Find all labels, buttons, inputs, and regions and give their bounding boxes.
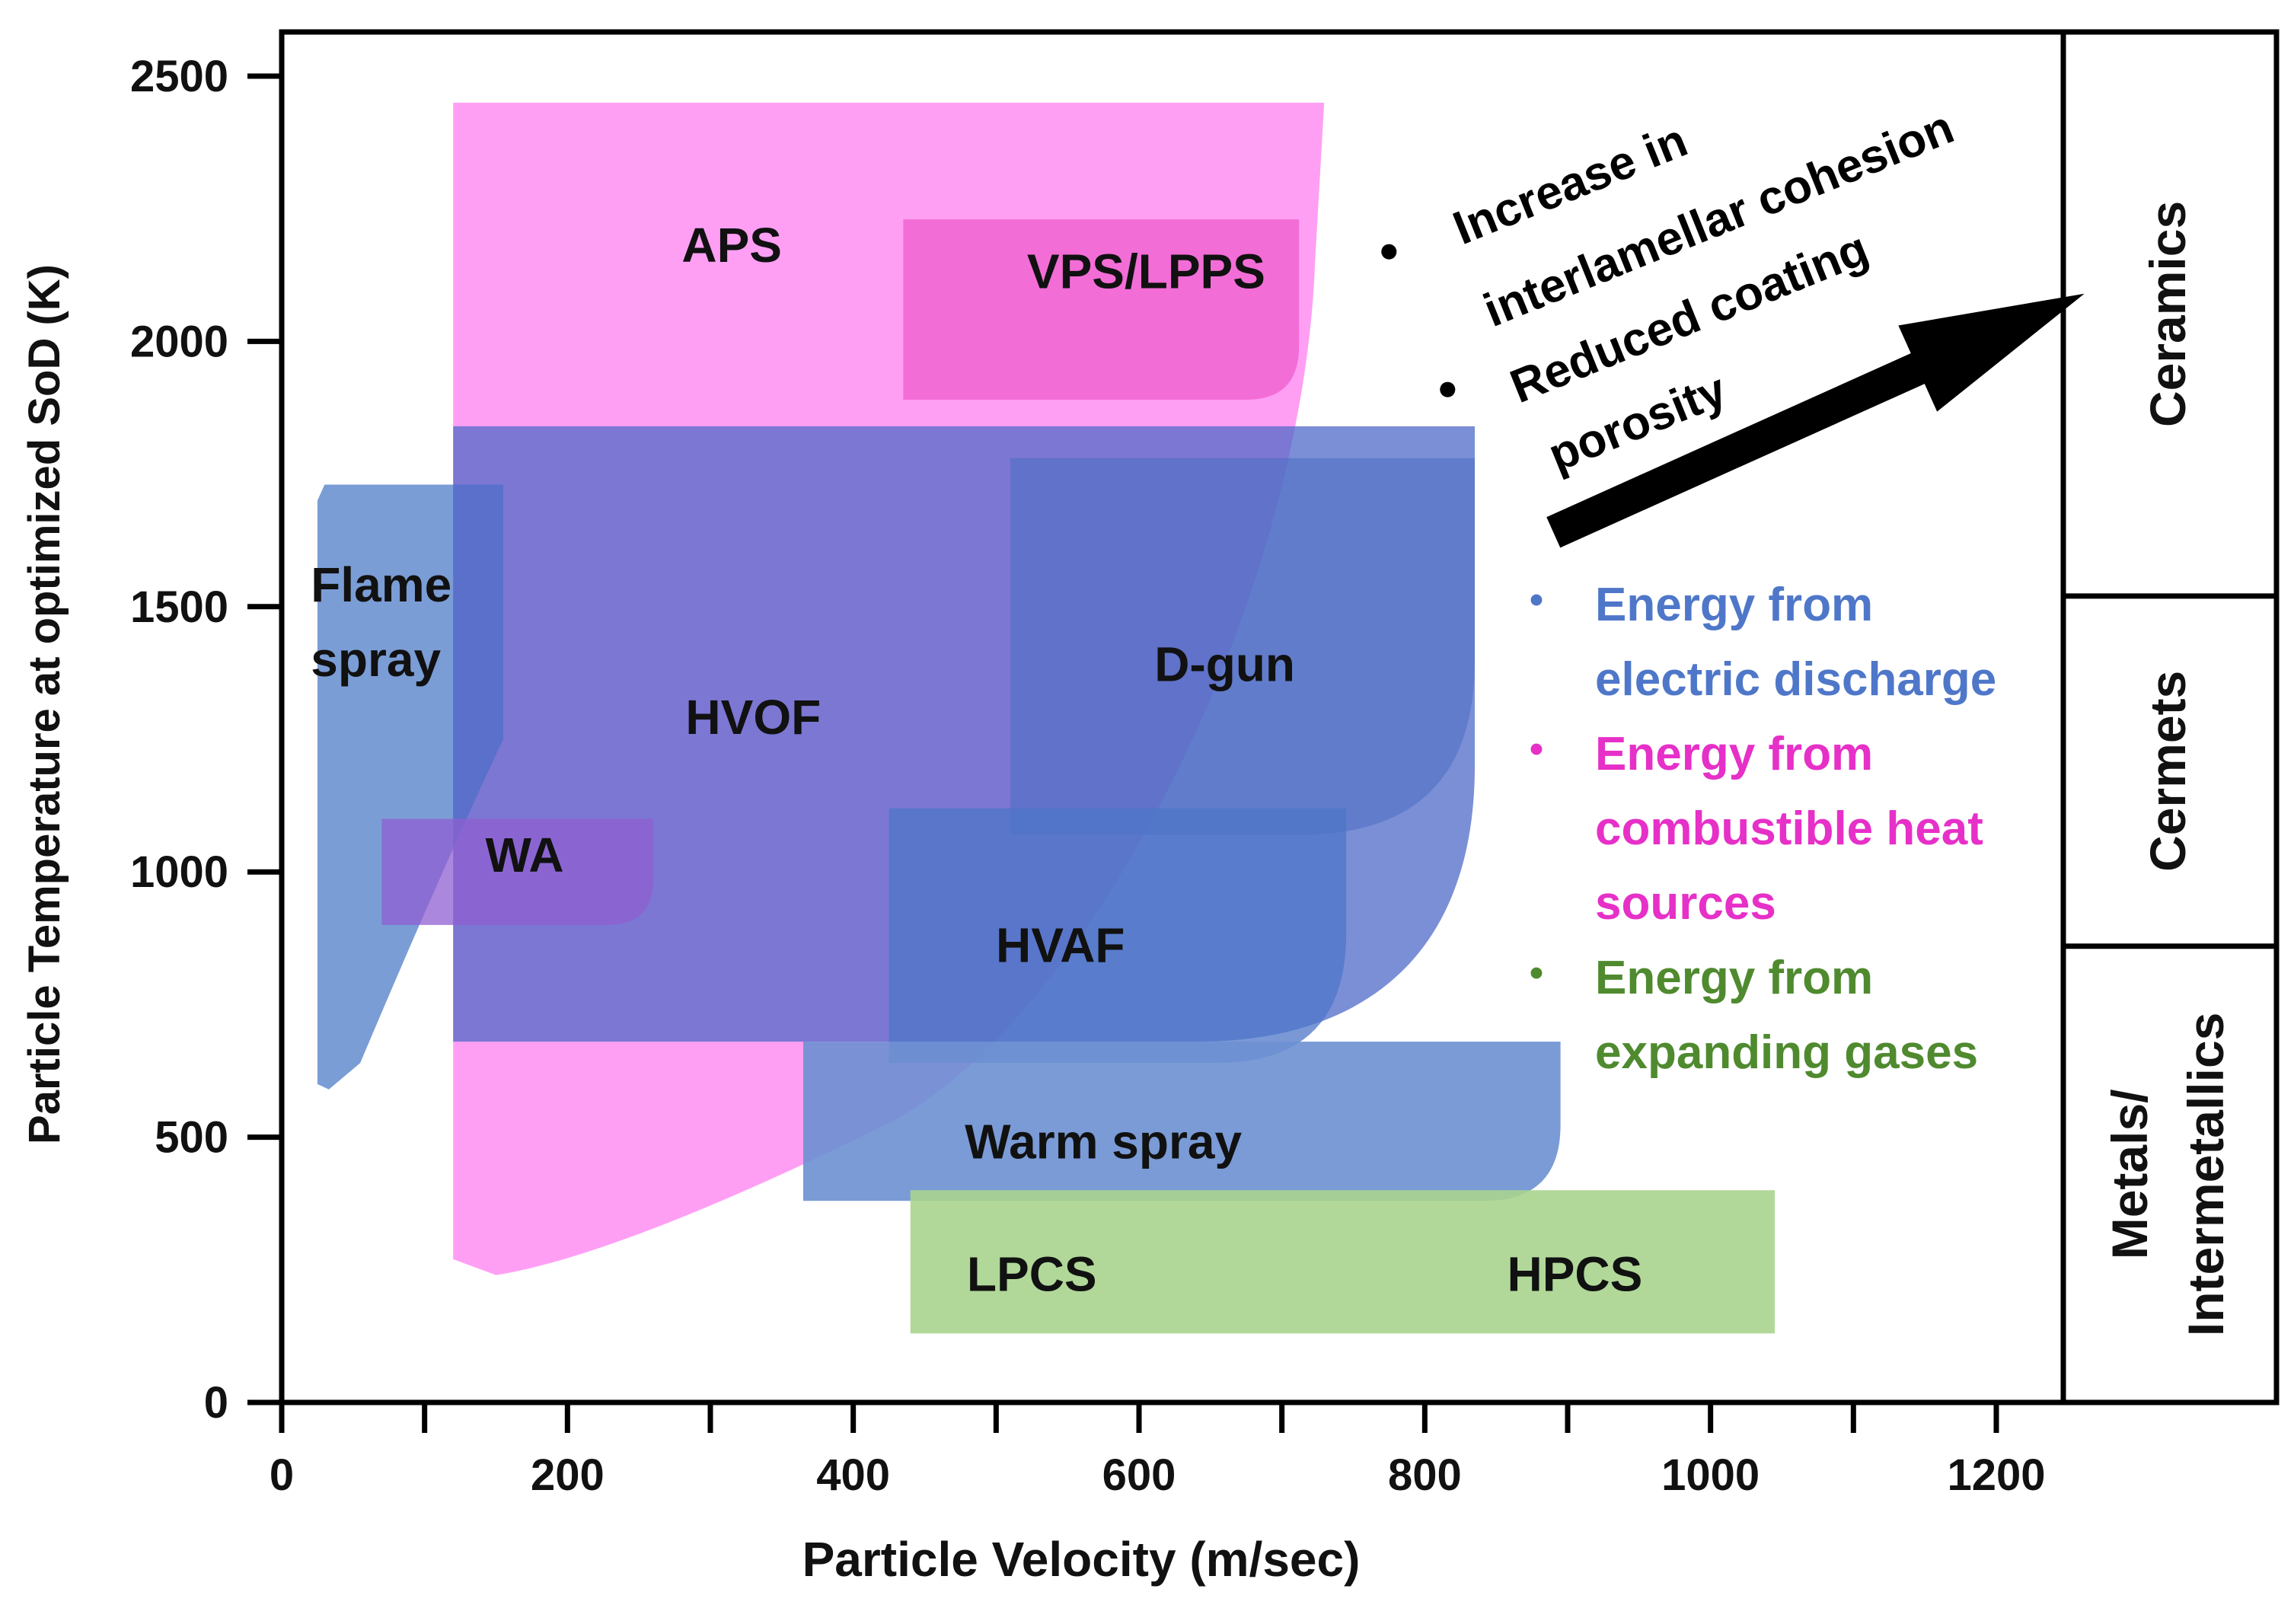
label-d-gun: D-gun bbox=[1154, 637, 1295, 691]
class-panel-frame bbox=[2060, 29, 2280, 1405]
x-tick-label: 200 bbox=[531, 1450, 605, 1500]
region-wa bbox=[381, 818, 653, 925]
trend-bullet: • bbox=[1428, 358, 1467, 420]
legend-text: combustible heat bbox=[1595, 802, 1983, 855]
region-d-gun bbox=[1010, 458, 1476, 835]
process-regions bbox=[317, 102, 1776, 1334]
y-tick-label: 1000 bbox=[130, 847, 228, 897]
region-warm-spray bbox=[802, 1042, 1561, 1201]
label-warm-spray: Warm spray bbox=[965, 1114, 1242, 1169]
region-labels: APS VPS/LPPS Flame spray HVOF D-gun WA HVAF Warm… bbox=[311, 218, 1642, 1302]
legend-bullet: • bbox=[1530, 727, 1543, 771]
y-tick-label: 0 bbox=[204, 1378, 228, 1428]
legend-text: electric discharge bbox=[1595, 653, 1996, 706]
y-tick-label: 1500 bbox=[130, 582, 228, 632]
class-label: Cermets bbox=[2139, 671, 2196, 872]
x-tick-label: 0 bbox=[270, 1450, 294, 1500]
legend-text: sources bbox=[1595, 877, 1776, 930]
x-tick-label: 1200 bbox=[1947, 1450, 2045, 1500]
x-tick-label: 1000 bbox=[1661, 1450, 1760, 1500]
legend-text: Energy from bbox=[1595, 952, 1873, 1004]
class-label: Ceramics bbox=[2139, 201, 2196, 427]
label-wa: WA bbox=[485, 828, 563, 882]
y-tick-label: 2500 bbox=[130, 52, 228, 101]
material-class-panel: Ceramics Cermets Metals/Intermetallics bbox=[2060, 29, 2280, 1405]
y-axis-title: Particle Temperature at optimized SoD (K… bbox=[20, 264, 69, 1144]
y-tick-label: 500 bbox=[155, 1113, 228, 1163]
region-vps-lpps bbox=[903, 219, 1300, 400]
trend-bullet: • bbox=[1369, 220, 1409, 282]
legend-text: Energy from bbox=[1595, 579, 1873, 631]
arrow-icon bbox=[1546, 293, 2085, 548]
label-aps: APS bbox=[681, 218, 782, 273]
y-tick-label: 2000 bbox=[130, 317, 228, 366]
x-axis-title: Particle Velocity (m/sec) bbox=[802, 1532, 1361, 1587]
legend: • Energy from electric discharge • Energy fr… bbox=[1530, 578, 1996, 1079]
legend-text: Energy from bbox=[1595, 728, 1873, 780]
class-label: Metals/ bbox=[2101, 1090, 2158, 1260]
label-flame-spray: spray bbox=[311, 632, 441, 687]
x-tick-label: 400 bbox=[816, 1450, 890, 1500]
label-hvof: HVOF bbox=[685, 690, 821, 745]
label-cold-spray: HPCS bbox=[1507, 1247, 1642, 1302]
label-hvaf: HVAF bbox=[996, 918, 1125, 973]
legend-bullet: • bbox=[1530, 578, 1543, 622]
class-label: Intermetallics bbox=[2178, 1013, 2234, 1337]
x-tick-label: 800 bbox=[1388, 1450, 1462, 1500]
legend-bullet: • bbox=[1530, 951, 1543, 995]
region-cold-spray bbox=[910, 1190, 1776, 1334]
trend-arrow-shape bbox=[1546, 293, 2085, 548]
label-cold-spray: LPCS bbox=[967, 1247, 1097, 1302]
label-vps-lpps: VPS/LPPS bbox=[1027, 244, 1265, 299]
x-tick-label: 600 bbox=[1102, 1450, 1176, 1500]
label-flame-spray: Flame bbox=[311, 557, 451, 612]
region-hvaf bbox=[889, 808, 1347, 1064]
legend-text: expanding gases bbox=[1595, 1026, 1978, 1079]
